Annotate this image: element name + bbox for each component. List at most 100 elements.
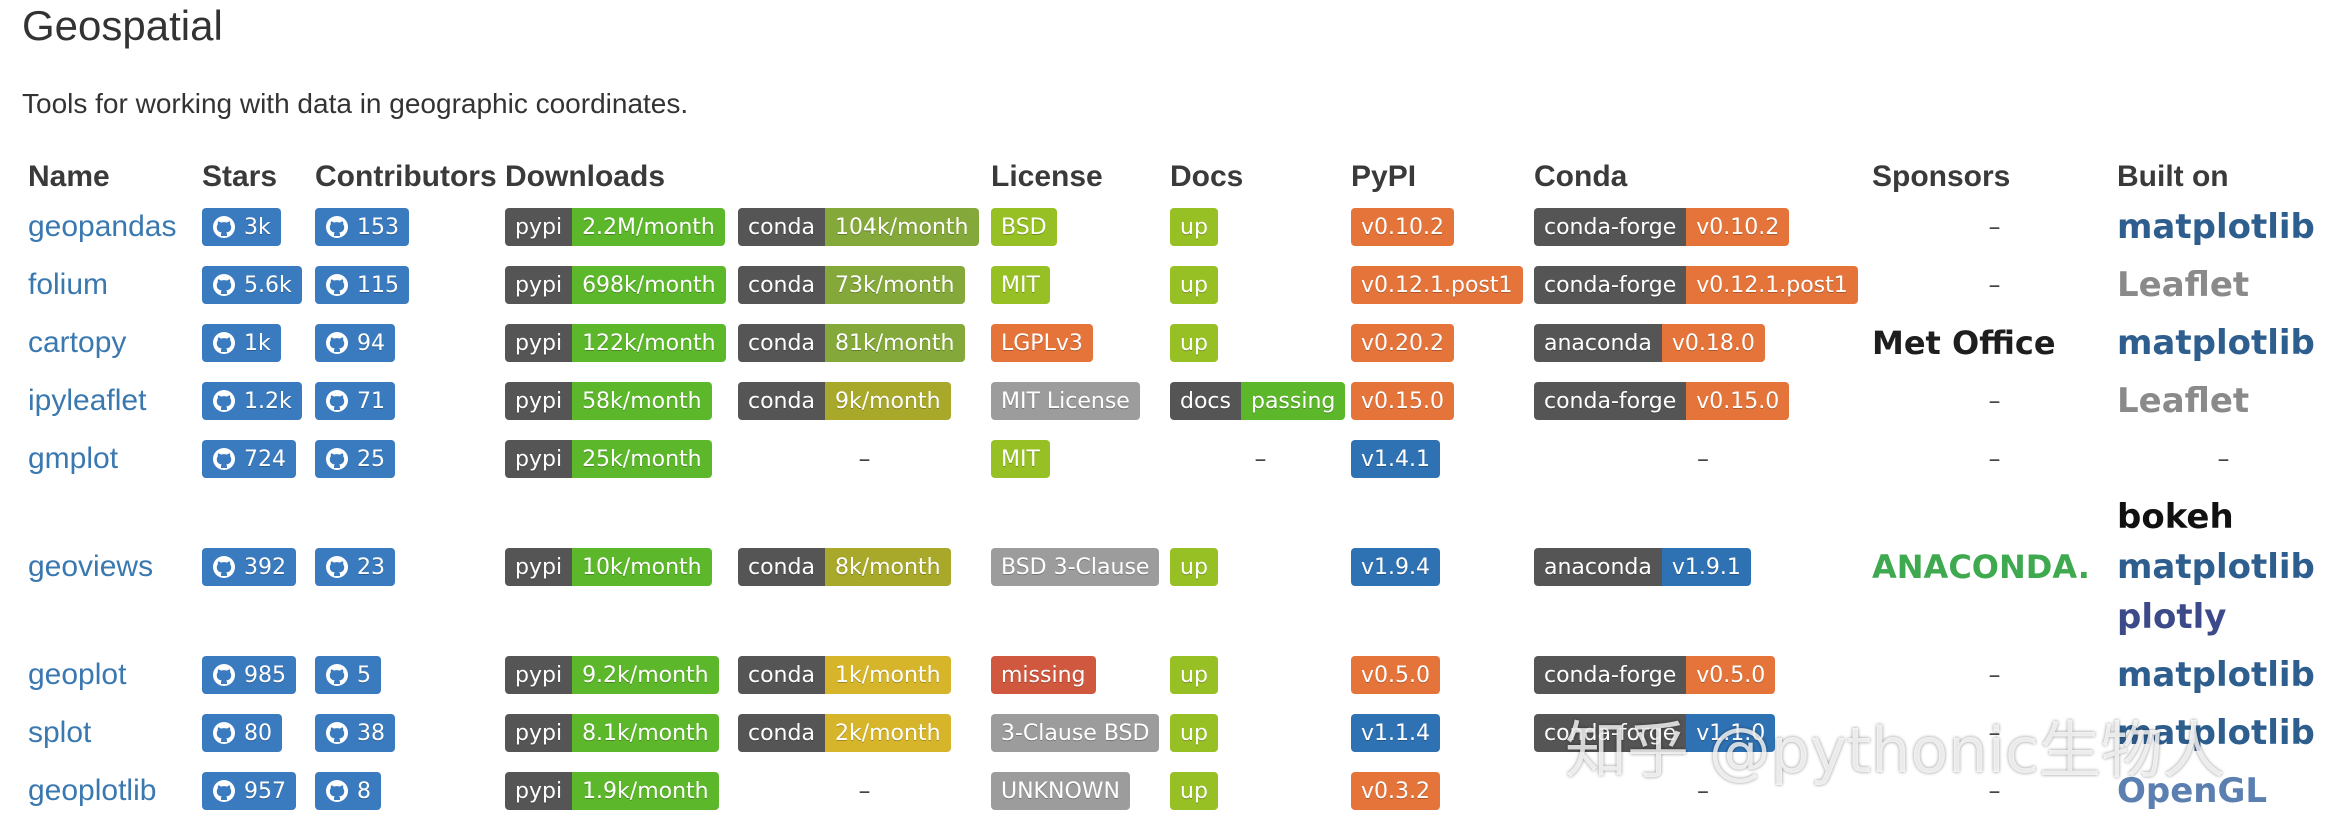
- badge: v0.15.0: [1351, 382, 1454, 420]
- badge: BSD: [991, 208, 1057, 246]
- package-name[interactable]: gmplot: [28, 442, 119, 475]
- empty-cell: –: [2217, 445, 2230, 473]
- badge: pypi 8.1k/month: [505, 714, 719, 752]
- badge-value: up: [1170, 266, 1218, 304]
- package-name[interactable]: geoviews: [28, 550, 154, 583]
- badge-label: conda-forge: [1534, 714, 1687, 752]
- badge-value: 153: [315, 208, 409, 246]
- badge: conda-forge v1.1.0: [1534, 714, 1776, 752]
- github-badge: 5: [315, 656, 381, 694]
- badge-value: 104k/month: [824, 208, 979, 246]
- column-header: Docs: [1170, 160, 1244, 193]
- badge: conda-forge v0.15.0: [1534, 382, 1790, 420]
- badge-value: 122k/month: [572, 324, 726, 362]
- badge: anaconda v1.9.1: [1534, 548, 1751, 586]
- badge-value: up: [1170, 714, 1218, 752]
- package-name[interactable]: geoplotlib: [28, 774, 157, 807]
- badge-text: 1k: [244, 330, 271, 356]
- built-on-logo: matplotlib: [2117, 547, 2315, 587]
- github-badge: 25: [315, 440, 395, 478]
- github-badge: 724: [202, 440, 296, 478]
- built-on-logo: Leaflet: [2117, 265, 2250, 305]
- badge: pypi 9.2k/month: [505, 656, 719, 694]
- badge-text: 5: [357, 662, 371, 688]
- badge: up: [1170, 266, 1218, 304]
- badge-text: 115: [357, 272, 399, 298]
- github-badge: 392: [202, 548, 296, 586]
- badge-label: conda-forge: [1534, 208, 1687, 246]
- github-badge: 71: [315, 382, 395, 420]
- badge-value: 58k/month: [572, 382, 712, 420]
- empty-cell: –: [1988, 777, 2001, 805]
- empty-cell: –: [1697, 445, 1709, 473]
- github-icon: [326, 216, 348, 238]
- empty-cell: –: [1254, 445, 1267, 473]
- badge-value: up: [1170, 548, 1218, 586]
- badge-value: 985: [202, 656, 296, 694]
- badge-value: 1.2k: [202, 382, 302, 420]
- package-name[interactable]: folium: [28, 268, 109, 301]
- badge-value: 8.1k/month: [572, 714, 719, 752]
- watermark: 知乎 @pythonic生物人: [1565, 714, 2225, 787]
- badge-label: anaconda: [1534, 324, 1662, 362]
- package-name[interactable]: cartopy: [28, 326, 127, 359]
- badge-value: 5.6k: [202, 266, 302, 304]
- badge-text: 957: [244, 778, 286, 804]
- badge: conda 1k/month: [738, 656, 951, 694]
- badge: missing: [991, 656, 1096, 694]
- badge-value: v0.12.1.post1: [1686, 266, 1858, 304]
- badge-value: 3-Clause BSD: [991, 714, 1160, 752]
- badge-value: 81k/month: [824, 324, 965, 362]
- column-header: Contributors: [315, 160, 497, 193]
- column-header: License: [991, 160, 1103, 193]
- github-icon: [326, 664, 348, 686]
- badge: pypi 698k/month: [505, 266, 726, 304]
- badge-text: 3k: [244, 214, 271, 240]
- badge-label: conda-forge: [1534, 266, 1687, 304]
- badge-label: conda-forge: [1534, 656, 1687, 694]
- badge-value: 38: [315, 714, 395, 752]
- github-badge: 1.2k: [202, 382, 302, 420]
- column-header: PyPI: [1351, 160, 1417, 193]
- github-icon: [213, 556, 235, 578]
- badge-value: passing: [1240, 382, 1346, 420]
- badge-text: 724: [244, 446, 286, 472]
- github-badge: 8: [315, 772, 381, 810]
- badge-value: v1.4.1: [1351, 440, 1440, 478]
- sponsor-logo: ANACONDA.: [1872, 548, 2090, 586]
- empty-cell: –: [1988, 213, 2001, 241]
- badge-value: v0.10.2: [1351, 208, 1454, 246]
- badge-value: 724: [202, 440, 296, 478]
- badge-value: v0.20.2: [1351, 324, 1454, 362]
- badge-label: conda: [738, 208, 825, 246]
- badge-text: 5.6k: [244, 272, 292, 298]
- package-name[interactable]: geopandas: [28, 210, 177, 243]
- github-icon: [213, 664, 235, 686]
- package-name[interactable]: splot: [28, 716, 92, 749]
- badge: conda 2k/month: [738, 714, 951, 752]
- empty-cell: –: [858, 777, 871, 805]
- badge-value: 10k/month: [572, 548, 712, 586]
- badge: conda-forge v0.10.2: [1534, 208, 1790, 246]
- badge-value: 80: [202, 714, 282, 752]
- badge: pypi 58k/month: [505, 382, 712, 420]
- package-name[interactable]: ipyleaflet: [28, 384, 147, 417]
- github-icon: [213, 332, 235, 354]
- badge: up: [1170, 548, 1218, 586]
- badge: 3-Clause BSD: [991, 714, 1160, 752]
- section-title: Geospatial: [22, 2, 223, 49]
- empty-cell: –: [1988, 719, 2001, 747]
- badge: docs passing: [1170, 382, 1346, 420]
- badge-label: pypi: [505, 772, 573, 810]
- github-icon: [213, 722, 235, 744]
- badge-text: 25: [357, 446, 385, 472]
- badge-value: 2.2M/month: [572, 208, 725, 246]
- badge-value: BSD 3-Clause: [991, 548, 1160, 586]
- badge: pypi 10k/month: [505, 548, 712, 586]
- sponsor-logo: Met Office: [1872, 324, 2056, 362]
- package-name[interactable]: geoplot: [28, 658, 127, 691]
- github-badge: 115: [315, 266, 409, 304]
- badge-value: up: [1170, 656, 1218, 694]
- badge-value: 25k/month: [572, 440, 712, 478]
- badge-value: LGPLv3: [991, 324, 1093, 362]
